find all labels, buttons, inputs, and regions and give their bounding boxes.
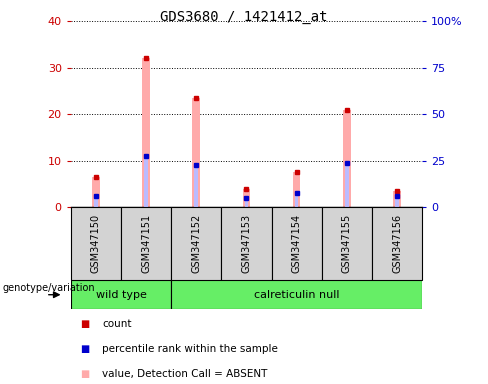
Bar xyxy=(171,280,422,309)
Text: percentile rank within the sample: percentile rank within the sample xyxy=(102,344,278,354)
Text: count: count xyxy=(102,319,132,329)
Text: GSM347156: GSM347156 xyxy=(392,214,402,273)
Bar xyxy=(271,207,322,280)
Bar xyxy=(121,207,171,280)
Text: genotype/variation: genotype/variation xyxy=(2,283,95,293)
Bar xyxy=(295,194,298,207)
Bar xyxy=(293,172,301,207)
Bar xyxy=(92,177,100,207)
Text: wild type: wild type xyxy=(96,290,146,300)
Text: ■: ■ xyxy=(81,319,90,329)
Bar xyxy=(144,156,148,207)
Text: GSM347150: GSM347150 xyxy=(91,214,101,273)
Bar xyxy=(243,189,250,207)
Text: calreticulin null: calreticulin null xyxy=(254,290,339,300)
Text: GSM347154: GSM347154 xyxy=(292,214,302,273)
Bar xyxy=(395,196,399,207)
Text: GSM347152: GSM347152 xyxy=(191,214,201,273)
Bar xyxy=(372,207,422,280)
Bar xyxy=(71,280,171,309)
Bar xyxy=(393,191,401,207)
Bar xyxy=(322,207,372,280)
Bar xyxy=(345,163,348,207)
Bar xyxy=(343,109,350,207)
Bar xyxy=(171,207,222,280)
Bar xyxy=(142,58,150,207)
Bar xyxy=(244,198,248,207)
Text: GSM347155: GSM347155 xyxy=(342,214,352,273)
Bar xyxy=(94,196,98,207)
Bar xyxy=(222,207,271,280)
Bar xyxy=(71,207,121,280)
Text: GSM347153: GSM347153 xyxy=(242,214,251,273)
Text: GDS3680 / 1421412_at: GDS3680 / 1421412_at xyxy=(160,10,328,23)
Text: ■: ■ xyxy=(81,344,90,354)
Text: ■: ■ xyxy=(81,369,90,379)
Text: GSM347151: GSM347151 xyxy=(141,214,151,273)
Bar xyxy=(195,166,198,207)
Bar xyxy=(192,98,200,207)
Text: value, Detection Call = ABSENT: value, Detection Call = ABSENT xyxy=(102,369,268,379)
